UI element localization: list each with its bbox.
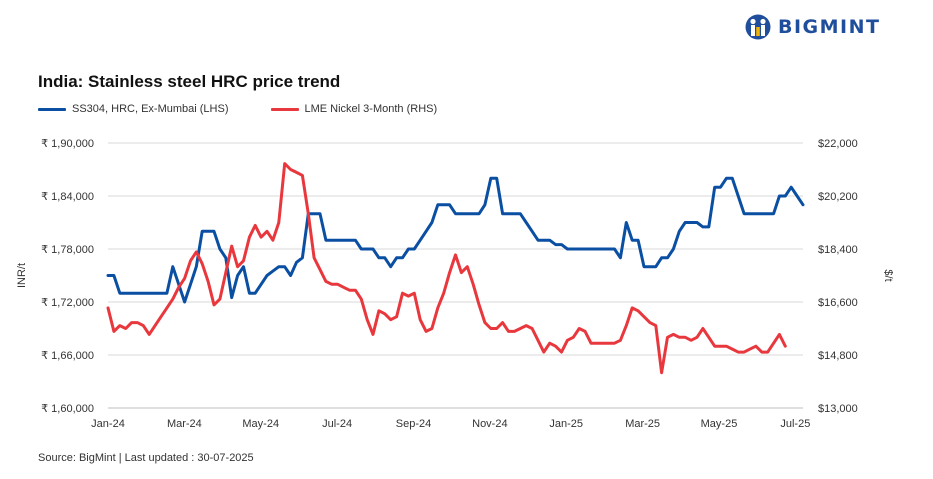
x-tick-label: May-24 [242, 418, 279, 430]
x-tick-label: Mar-24 [167, 418, 202, 430]
bigmint-logo: BIGMINT [745, 12, 881, 42]
y2-tick-label: $14,800 [818, 350, 858, 362]
legend-item-lme-nickel: LME Nickel 3-Month (RHS) [270, 103, 438, 115]
y-tick-label: ₹ 1,78,000 [41, 244, 94, 256]
series-line-ss304 [106, 176, 805, 304]
y2-tick-label: $16,600 [818, 297, 858, 309]
y2-tick-label: $13,000 [818, 403, 858, 415]
x-tick-label: Jul-25 [780, 418, 810, 430]
y-tick-label: ₹ 1,72,000 [41, 297, 94, 309]
x-tick-label: Jan-25 [549, 418, 583, 430]
legend-item-ss304: SS304, HRC, Ex-Mumbai (LHS) [38, 103, 229, 115]
legend-label-lme-nickel: LME Nickel 3-Month (RHS) [304, 103, 438, 115]
bigmint-logo-icon [745, 14, 771, 40]
y-tick-label: ₹ 1,66,000 [41, 350, 94, 362]
source-note: Source: BigMint | Last updated : 30-07-2… [38, 452, 254, 464]
x-tick-label: Mar-25 [625, 418, 660, 430]
y2-axis-title: $/t [882, 269, 894, 281]
y2-tick-label: $18,400 [818, 244, 858, 256]
y-tick-label: ₹ 1,84,000 [41, 191, 94, 203]
x-tick-label: May-25 [701, 418, 738, 430]
x-tick-label: Nov-24 [472, 418, 507, 430]
chart-legend: SS304, HRC, Ex-Mumbai (LHS) LME Nickel 3… [38, 103, 479, 115]
chart-title: India: Stainless steel HRC price trend [38, 72, 341, 91]
x-tick-label: Jul-24 [322, 418, 352, 430]
legend-swatch-ss304 [38, 107, 66, 111]
y-axis-title: INR/t [16, 263, 28, 288]
x-tick-label: Sep-24 [396, 418, 431, 430]
legend-swatch-lme-nickel [270, 107, 299, 111]
y2-tick-label: $22,000 [818, 138, 858, 150]
y2-tick-label: $20,200 [818, 191, 858, 203]
y-tick-label: ₹ 1,90,000 [41, 138, 94, 150]
series-line-lme-nickel [106, 162, 787, 375]
x-tick-label: Jan-24 [91, 418, 125, 430]
legend-label-ss304: SS304, HRC, Ex-Mumbai (LHS) [72, 103, 229, 115]
y-tick-label: ₹ 1,60,000 [41, 403, 94, 415]
bigmint-logo-text: BIGMINT [778, 16, 881, 38]
